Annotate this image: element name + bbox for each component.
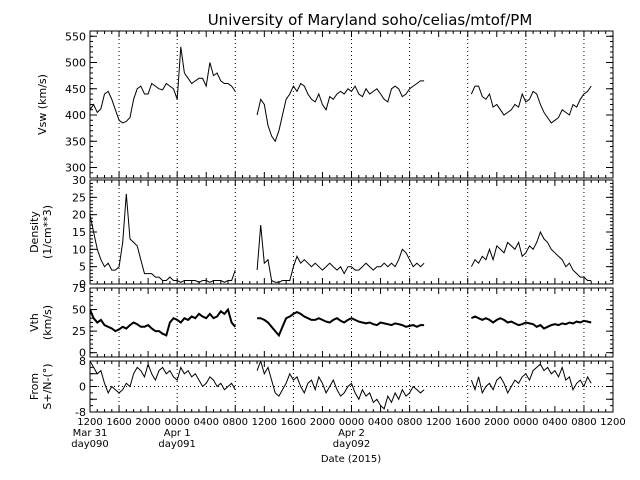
series-line — [90, 361, 236, 395]
y-tick-label: 50 — [72, 304, 86, 317]
y-tick-label: 25 — [72, 325, 86, 338]
x-tick-label: 1200 — [77, 417, 102, 428]
x-tick-label: 2000 — [135, 417, 160, 428]
series-line — [257, 310, 425, 338]
y-tick-label: 20 — [72, 209, 86, 222]
series-line — [90, 307, 237, 337]
y-axis-label: From — [28, 373, 41, 400]
series-line — [90, 193, 236, 283]
y-tick-label: 0 — [79, 278, 86, 291]
y-tick-label: 10 — [72, 243, 86, 256]
series-line — [470, 363, 592, 395]
panel-3: -8 0 8 From S+/N-(°) — [28, 355, 614, 419]
x-tick-label: 0800 — [571, 417, 596, 428]
x-tick-label: 1200 — [426, 417, 451, 428]
x-tick-label: 1600 — [455, 417, 480, 428]
series-line — [470, 315, 592, 330]
y-tick-label: 350 — [65, 135, 86, 148]
x-tick-label: 1600 — [106, 417, 131, 428]
y-tick-label: 0 — [79, 347, 86, 360]
y-axis-label: Density — [28, 211, 41, 253]
x-tick-label: 2000 — [310, 417, 335, 428]
x-tick-label: 0000 — [164, 417, 189, 428]
day-label: day092 — [333, 439, 370, 450]
series-line — [90, 46, 236, 124]
y-axis-label: S+/N-(°) — [41, 363, 54, 409]
panel-frame — [89, 287, 614, 358]
day-label: day090 — [71, 439, 108, 450]
x-tick-label: 0400 — [368, 417, 393, 428]
y-tick-label: -8 — [75, 406, 86, 419]
y-axis-label: (1/cm**3) — [41, 205, 54, 259]
panel-1: 0 5 10 15 20 25 30 Density (1/cm**3) — [28, 174, 614, 291]
y-tick-label: 8 — [79, 355, 86, 368]
y-tick-label: 0 — [79, 381, 86, 394]
y-tick-label: 30 — [72, 174, 86, 187]
day-label: day091 — [158, 439, 195, 450]
y-tick-label: 5 — [79, 261, 86, 274]
series-line — [256, 361, 425, 410]
x-axis: 1200 1600 2000 0000 0400 0800 1200 1600 2000 0000… — [71, 417, 625, 450]
series-line — [470, 85, 592, 124]
x-tick-label: 1600 — [281, 417, 306, 428]
date-label: Mar 31 — [73, 428, 108, 439]
y-tick-label: 75 — [72, 282, 86, 295]
x-tick-label: 0000 — [513, 417, 538, 428]
chart-title: University of Maryland soho/celias/mtof/… — [208, 11, 533, 29]
series-line — [256, 80, 425, 143]
date-label: Apr 2 — [338, 428, 365, 439]
series-line — [470, 230, 592, 281]
y-tick-label: 550 — [65, 30, 86, 43]
x-tick-label: 0000 — [339, 417, 364, 428]
x-tick-label: 0800 — [223, 417, 248, 428]
x-tick-label: 2000 — [484, 417, 509, 428]
y-axis-label: Vth — [28, 313, 41, 332]
y-tick-label: 300 — [65, 162, 86, 175]
date-label: Apr 1 — [164, 428, 191, 439]
x-tick-label: 1200 — [252, 417, 277, 428]
x-axis-label: Date (2015) — [321, 454, 381, 465]
y-axis-label: Vsw (km/s) — [36, 74, 49, 135]
x-tick-label: 0400 — [193, 417, 218, 428]
y-tick-label: 15 — [72, 226, 86, 239]
y-axis-label: (km/s) — [41, 305, 54, 340]
x-tick-label: 0400 — [542, 417, 567, 428]
series-line — [256, 225, 425, 283]
panel-2: 0 25 50 75 Vth (km/s) — [28, 282, 614, 360]
y-tick-label: 400 — [65, 109, 86, 122]
y-tick-label: 450 — [65, 83, 86, 96]
y-tick-label: 25 — [72, 191, 86, 204]
x-tick-label: 0800 — [397, 417, 422, 428]
panel-0: 300 350 400 450 500 550 Vsw (km/s) — [36, 30, 614, 179]
y-tick-label: 500 — [65, 57, 86, 70]
x-tick-label: 1200 — [600, 417, 625, 428]
